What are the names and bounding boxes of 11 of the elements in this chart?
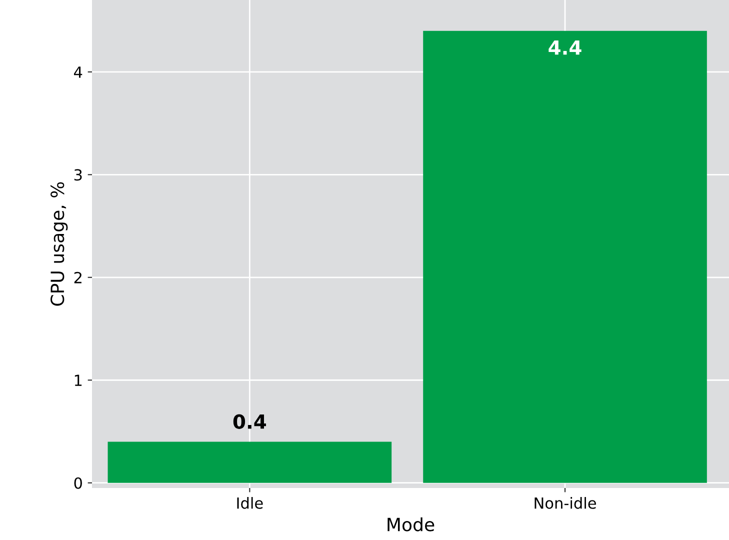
y-tick-label: 0 bbox=[74, 477, 82, 489]
y-axis-title: CPU usage, % bbox=[50, 182, 68, 306]
y-tick-label: 2 bbox=[74, 272, 82, 284]
y-tick-label: 3 bbox=[74, 169, 82, 181]
y-tick-label: 1 bbox=[74, 374, 82, 386]
x-axis-title: Mode bbox=[388, 517, 434, 532]
x-tick-label: Idle bbox=[237, 497, 263, 509]
data-label: 4.4 bbox=[548, 40, 582, 55]
x-tick-label: Non-idle bbox=[534, 497, 596, 509]
data-label: 0.4 bbox=[233, 414, 266, 429]
y-tick-label: 4 bbox=[74, 66, 82, 78]
